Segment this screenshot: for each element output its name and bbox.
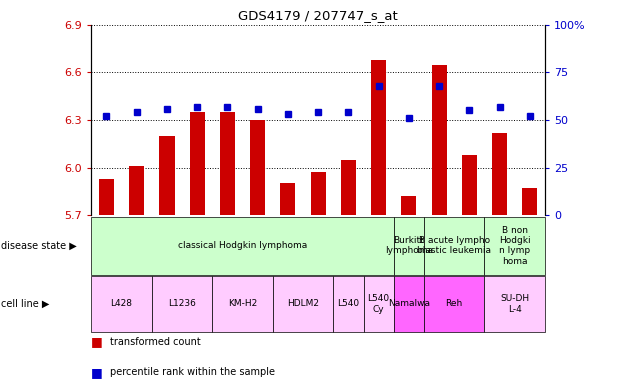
Bar [333,276,364,332]
Bar [522,188,537,215]
Text: L540
Cy: L540 Cy [367,294,390,314]
Text: Namalwa: Namalwa [388,300,430,308]
Bar [99,179,114,215]
Text: GSM499726: GSM499726 [374,217,383,271]
Text: GSM499734: GSM499734 [435,217,444,271]
Bar [371,60,386,215]
Bar [364,276,394,332]
Bar [424,217,484,275]
Text: L540: L540 [337,300,360,308]
Text: GSM499730: GSM499730 [193,217,202,272]
Text: GSM499729: GSM499729 [132,217,141,271]
Text: GSM499721: GSM499721 [102,217,111,271]
Text: percentile rank within the sample: percentile rank within the sample [110,367,275,377]
Text: ■: ■ [91,335,103,348]
Text: Burkitt
lymphoma: Burkitt lymphoma [385,236,433,255]
Text: GSM499733: GSM499733 [495,217,504,272]
Bar [91,276,152,332]
Bar [190,112,205,215]
Bar [152,276,212,332]
Text: GSM499732: GSM499732 [314,217,323,271]
Bar [401,196,416,215]
Bar [492,133,507,215]
Bar [220,112,235,215]
Text: HDLM2: HDLM2 [287,300,319,308]
Text: GSM499725: GSM499725 [344,217,353,271]
Title: GDS4179 / 207747_s_at: GDS4179 / 207747_s_at [238,9,398,22]
Bar [91,217,394,275]
Bar [424,276,484,332]
Text: Reh: Reh [445,300,463,308]
Text: B acute lympho
blastic leukemia: B acute lympho blastic leukemia [417,236,491,255]
Text: L1236: L1236 [168,300,196,308]
Bar [462,155,477,215]
Bar [432,65,447,215]
Bar [280,183,295,215]
Bar [311,172,326,215]
Text: GSM499731: GSM499731 [253,217,262,272]
Text: classical Hodgkin lymphoma: classical Hodgkin lymphoma [178,241,307,250]
Text: GSM499722: GSM499722 [163,217,171,271]
Text: SU-DH
L-4: SU-DH L-4 [500,294,529,314]
Text: GSM499735: GSM499735 [525,217,534,272]
Text: GSM499727: GSM499727 [465,217,474,271]
Bar [250,120,265,215]
Text: GSM499723: GSM499723 [223,217,232,271]
Text: GSM499724: GSM499724 [284,217,292,271]
Text: GSM499728: GSM499728 [404,217,413,271]
Bar [394,276,424,332]
Bar [129,166,144,215]
Bar [159,136,175,215]
Bar [341,160,356,215]
Text: cell line ▶: cell line ▶ [1,299,49,309]
Bar [273,276,333,332]
Bar [394,217,424,275]
Text: L428: L428 [111,300,132,308]
Text: transformed count: transformed count [110,337,201,347]
Text: disease state ▶: disease state ▶ [1,241,76,251]
Bar [484,217,545,275]
Text: ■: ■ [91,366,103,379]
Text: KM-H2: KM-H2 [228,300,257,308]
Bar [212,276,273,332]
Bar [484,276,545,332]
Text: B non
Hodgki
n lymp
homa: B non Hodgki n lymp homa [499,226,530,266]
